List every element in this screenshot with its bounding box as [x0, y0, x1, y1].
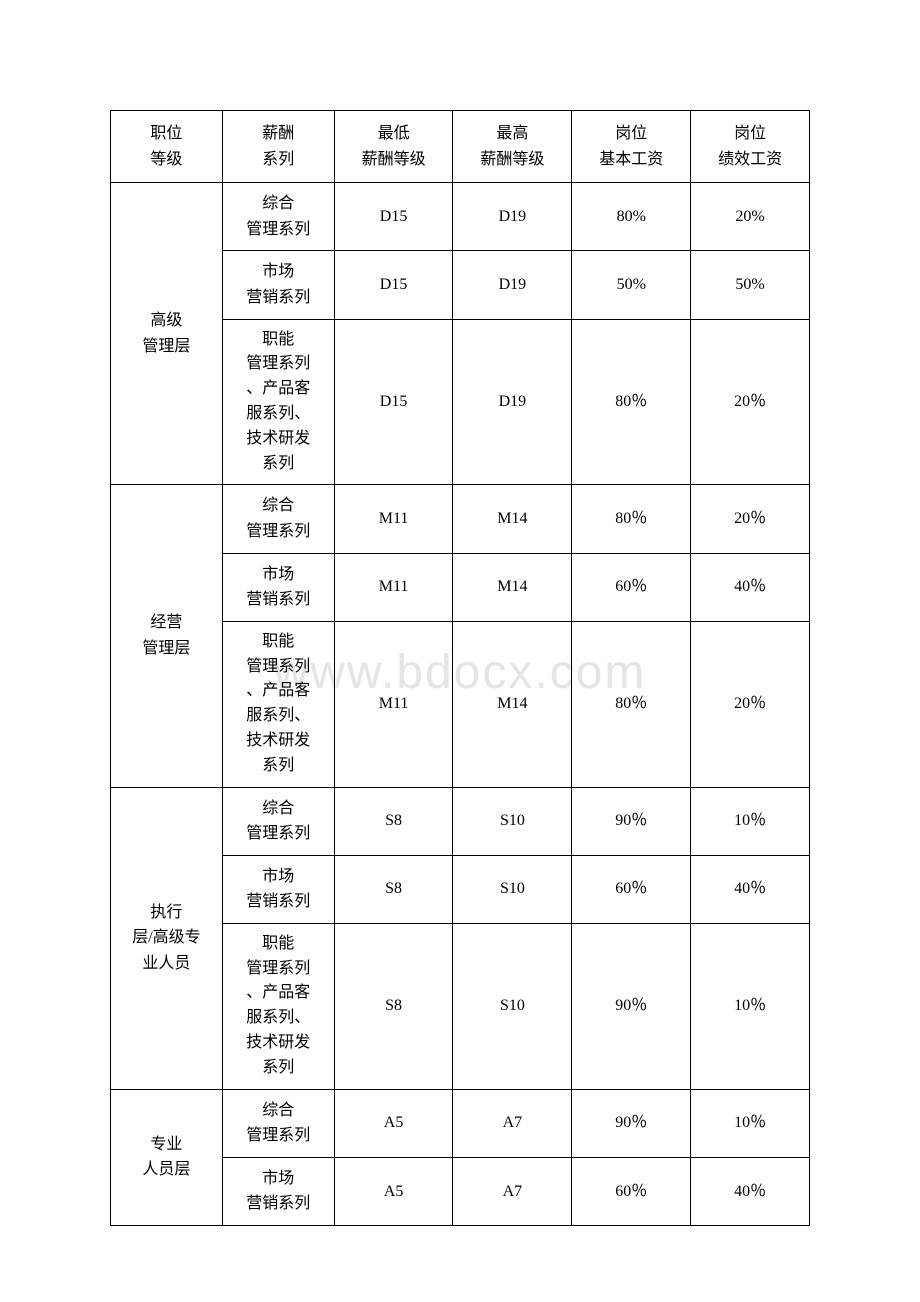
table-row: 高级管理层 综合管理系列 D15 D19 80% 20%: [111, 183, 810, 251]
max-cell: S10: [453, 923, 572, 1089]
max-cell: M14: [453, 485, 572, 553]
base-cell: 90％: [572, 787, 691, 855]
level-cell: 执行层/高级专业人员: [111, 787, 223, 1089]
level-cell: 高级管理层: [111, 183, 223, 485]
min-cell: D15: [334, 319, 453, 485]
table-header-row: 职位等级 薪酬系列 最低薪酬等级 最高薪酬等级 岗位基本工资 岗位绩效工资: [111, 111, 810, 183]
perf-cell: 40％: [691, 855, 810, 923]
series-cell: 市场营销系列: [222, 1157, 334, 1225]
base-cell: 80%: [572, 183, 691, 251]
base-cell: 90％: [572, 1089, 691, 1157]
max-cell: M14: [453, 553, 572, 621]
base-cell: 90％: [572, 923, 691, 1089]
series-cell: 市场营销系列: [222, 553, 334, 621]
base-cell: 60％: [572, 855, 691, 923]
header-base-salary: 岗位基本工资: [572, 111, 691, 183]
series-cell: 职能管理系列、产品客服系列、技术研发系列: [222, 319, 334, 485]
perf-cell: 20％: [691, 621, 810, 787]
series-cell: 职能管理系列、产品客服系列、技术研发系列: [222, 621, 334, 787]
salary-table: 职位等级 薪酬系列 最低薪酬等级 最高薪酬等级 岗位基本工资 岗位绩效工资 高级…: [110, 110, 810, 1226]
header-perf-salary: 岗位绩效工资: [691, 111, 810, 183]
perf-cell: 50%: [691, 251, 810, 319]
min-cell: S8: [334, 923, 453, 1089]
level-cell: 经营管理层: [111, 485, 223, 787]
perf-cell: 10％: [691, 1089, 810, 1157]
base-cell: 60％: [572, 553, 691, 621]
max-cell: S10: [453, 855, 572, 923]
base-cell: 80％: [572, 485, 691, 553]
base-cell: 80％: [572, 621, 691, 787]
max-cell: A7: [453, 1157, 572, 1225]
series-cell: 市场营销系列: [222, 855, 334, 923]
header-position-level: 职位等级: [111, 111, 223, 183]
base-cell: 80％: [572, 319, 691, 485]
min-cell: A5: [334, 1089, 453, 1157]
min-cell: S8: [334, 787, 453, 855]
level-cell: 专业人员层: [111, 1089, 223, 1225]
salary-table-container: 职位等级 薪酬系列 最低薪酬等级 最高薪酬等级 岗位基本工资 岗位绩效工资 高级…: [110, 110, 810, 1226]
table-row: 经营管理层 综合管理系列 M11 M14 80％ 20％: [111, 485, 810, 553]
perf-cell: 10％: [691, 923, 810, 1089]
perf-cell: 40％: [691, 1157, 810, 1225]
perf-cell: 10％: [691, 787, 810, 855]
min-cell: D15: [334, 183, 453, 251]
series-cell: 综合管理系列: [222, 183, 334, 251]
min-cell: S8: [334, 855, 453, 923]
max-cell: S10: [453, 787, 572, 855]
min-cell: D15: [334, 251, 453, 319]
base-cell: 60％: [572, 1157, 691, 1225]
series-cell: 综合管理系列: [222, 787, 334, 855]
min-cell: M11: [334, 485, 453, 553]
min-cell: M11: [334, 553, 453, 621]
perf-cell: 20％: [691, 319, 810, 485]
series-cell: 市场营销系列: [222, 251, 334, 319]
perf-cell: 20％: [691, 485, 810, 553]
perf-cell: 20%: [691, 183, 810, 251]
header-max-level: 最高薪酬等级: [453, 111, 572, 183]
table-row: 执行层/高级专业人员 综合管理系列 S8 S10 90％ 10％: [111, 787, 810, 855]
min-cell: M11: [334, 621, 453, 787]
max-cell: D19: [453, 183, 572, 251]
series-cell: 综合管理系列: [222, 1089, 334, 1157]
table-row: 专业人员层 综合管理系列 A5 A7 90％ 10％: [111, 1089, 810, 1157]
header-min-level: 最低薪酬等级: [334, 111, 453, 183]
series-cell: 职能管理系列、产品客服系列、技术研发系列: [222, 923, 334, 1089]
series-cell: 综合管理系列: [222, 485, 334, 553]
header-salary-series: 薪酬系列: [222, 111, 334, 183]
min-cell: A5: [334, 1157, 453, 1225]
max-cell: D19: [453, 319, 572, 485]
base-cell: 50%: [572, 251, 691, 319]
perf-cell: 40％: [691, 553, 810, 621]
max-cell: D19: [453, 251, 572, 319]
max-cell: M14: [453, 621, 572, 787]
max-cell: A7: [453, 1089, 572, 1157]
